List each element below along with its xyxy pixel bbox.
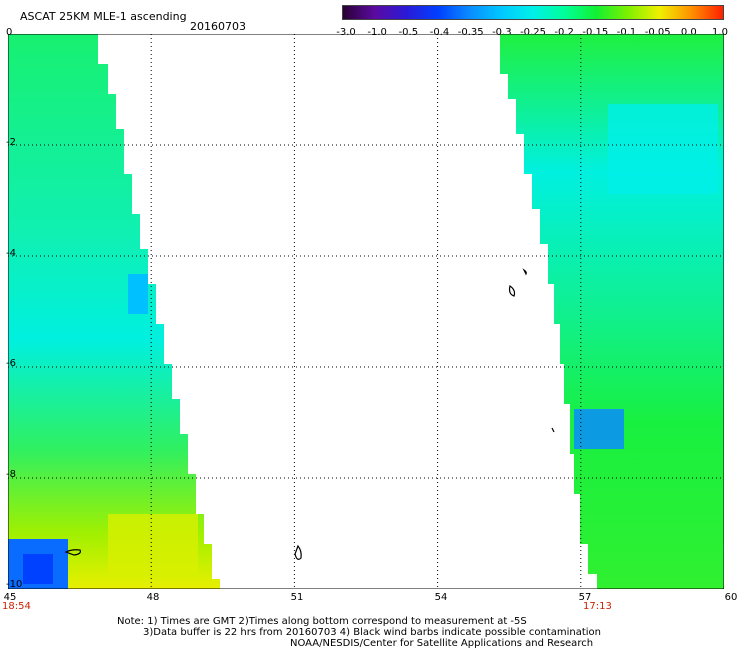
island-outline-3: [522, 268, 527, 276]
wind-swaths: [8, 34, 724, 589]
y-label-1: -2: [6, 137, 16, 148]
colorbar: [342, 5, 724, 20]
map-title: ASCAT 25KM MLE-1 ascending: [20, 10, 187, 23]
x-label-1: 48: [146, 592, 160, 603]
y-label-0: 0: [6, 27, 13, 38]
swath-left: [8, 34, 220, 589]
colorbar-tick-9: -0.1: [616, 27, 637, 38]
colorbar-tick-1: -1.0: [367, 27, 387, 38]
colorbar-tick-10: -0.05: [644, 27, 671, 38]
x-label-2: 51: [290, 592, 304, 603]
note-line-1: Note: 1) Times are GMT 2)Times along bot…: [117, 616, 527, 627]
colorbar-tick-11: 0.0: [680, 27, 697, 38]
note-line-2: 3)Data buffer is 22 hrs from 20160703 4)…: [143, 627, 601, 638]
x-label-4: 57: [578, 592, 592, 603]
colorbar-tick-4: -0.35: [457, 27, 484, 38]
colorbar-tick-7: -0.2: [554, 27, 574, 38]
colorbar-tick-12: 1.0: [712, 27, 728, 38]
y-label-2: -4: [6, 248, 16, 259]
colorbar-tick-3: -0.4: [429, 27, 450, 38]
swath-left-cyan-patch: [128, 274, 148, 314]
swath-left-yellow-patch: [108, 514, 198, 574]
land-outlines: [64, 268, 555, 560]
colorbar-tick-2: -0.5: [398, 27, 419, 38]
island-outline-2: [508, 285, 516, 297]
colorbar-tick-0: -3.0: [336, 27, 356, 38]
swath-time-left: 18:54: [2, 601, 31, 612]
swath-right-cyan-patch: [608, 104, 718, 194]
colorbar-tick-8: -0.15: [582, 27, 609, 38]
swath-time-right: 17:13: [583, 601, 612, 612]
island-outline-4: [551, 427, 555, 433]
x-label-5: 60: [724, 592, 738, 603]
lat-lon-grid: [8, 34, 724, 589]
swath-left-dark-blue-patch: [23, 554, 53, 584]
note-line-3: NOAA/NESDIS/Center for Satellite Applica…: [290, 638, 594, 649]
island-outline-1: [294, 544, 302, 560]
colorbar-tick-6: -0.25: [520, 27, 546, 38]
colorbar-tick-5: -0.3: [492, 27, 512, 38]
x-label-3: 54: [434, 592, 448, 603]
swath-map: [8, 34, 724, 589]
y-label-3: -6: [6, 358, 16, 369]
y-label-5: -10: [6, 579, 23, 590]
map-date: 20160703: [190, 20, 246, 33]
swath-right-blue-patch: [574, 409, 624, 449]
x-label-0: 45: [3, 592, 17, 603]
y-label-4: -8: [6, 469, 16, 480]
island-outline-0: [64, 549, 81, 556]
